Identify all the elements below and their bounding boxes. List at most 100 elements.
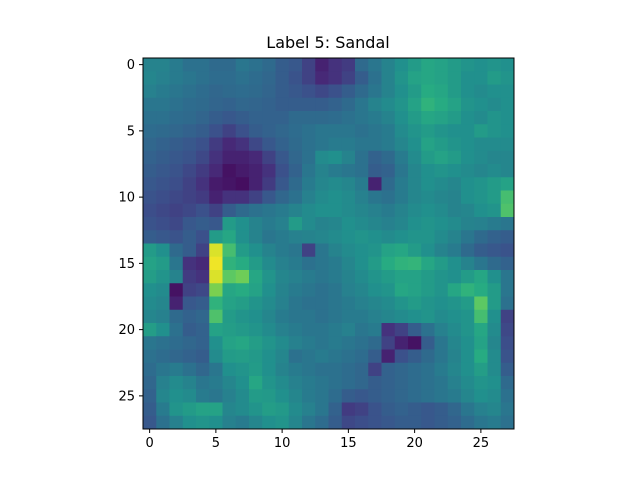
heatmap-cell [368, 203, 382, 218]
heatmap-cell [249, 217, 263, 231]
heatmap-cell [434, 230, 449, 244]
heatmap-cell [355, 190, 369, 205]
heatmap-cell [474, 203, 488, 218]
heatmap-cell [249, 111, 263, 125]
heatmap-cell [315, 111, 329, 125]
heatmap-cell [355, 415, 369, 430]
heatmap-cell [196, 164, 210, 178]
heatmap-cell [328, 203, 343, 218]
heatmap-cell [235, 137, 250, 152]
heatmap-cell [368, 137, 382, 152]
heatmap-cell [288, 256, 303, 271]
heatmap-cell [315, 283, 329, 297]
heatmap-cell [196, 376, 210, 390]
heatmap-cell [196, 243, 210, 258]
heatmap-cell [315, 164, 329, 178]
heatmap-cell [315, 58, 329, 72]
heatmap-cell [249, 256, 263, 271]
heatmap-cell [341, 203, 356, 218]
heatmap-cell [447, 190, 462, 205]
heatmap-cell [434, 97, 449, 112]
heatmap-cell [209, 177, 223, 191]
heatmap-cell [235, 296, 250, 311]
heatmap-cell [341, 84, 356, 99]
heatmap-cell [302, 230, 316, 244]
heatmap-cell [209, 97, 223, 112]
heatmap-cell [209, 203, 223, 218]
heatmap-cell [447, 217, 462, 231]
heatmap-cell [487, 190, 502, 205]
heatmap-cell [182, 336, 197, 350]
heatmap-cell [434, 283, 449, 297]
heatmap-cell [434, 415, 449, 430]
heatmap-cell [222, 230, 237, 244]
heatmap-cell [421, 164, 435, 178]
heatmap-cell [209, 270, 223, 284]
heatmap-cell [500, 402, 515, 417]
heatmap-cell [182, 323, 197, 337]
heatmap-cell [421, 283, 435, 297]
heatmap-cell [275, 376, 290, 390]
heatmap-cell [288, 203, 303, 218]
heatmap-cell [315, 243, 329, 258]
heatmap-cell [262, 84, 276, 99]
heatmap-cell [315, 124, 329, 138]
heatmap-cell [341, 177, 356, 191]
heatmap-cell [209, 389, 223, 403]
heatmap-cell [169, 349, 184, 364]
heatmap-cell [249, 97, 263, 112]
heatmap-cell [222, 71, 237, 85]
heatmap-cell [408, 203, 422, 218]
heatmap-cell [341, 230, 356, 244]
heatmap-cell [328, 137, 343, 152]
heatmap-cell [461, 150, 475, 165]
heatmap-cell [222, 283, 237, 297]
heatmap-cell [288, 309, 303, 324]
heatmap-cell [461, 217, 475, 231]
heatmap-cell [394, 97, 409, 112]
heatmap-cell [474, 243, 488, 258]
heatmap-cell [275, 150, 290, 165]
heatmap-cell [461, 71, 475, 85]
heatmap-cell [222, 111, 237, 125]
heatmap-cell [169, 336, 184, 350]
heatmap-cell [143, 336, 157, 350]
heatmap-cell [394, 243, 409, 258]
heatmap-cell [408, 137, 422, 152]
heatmap-cell [474, 270, 488, 284]
heatmap-cell [474, 190, 488, 205]
heatmap-cell [421, 190, 435, 205]
heatmap-cell [182, 164, 197, 178]
y-tick-label: 20 [118, 323, 135, 338]
heatmap-cell [275, 415, 290, 430]
heatmap-cell [461, 376, 475, 390]
heatmap-cell [474, 336, 488, 350]
heatmap-cell [328, 230, 343, 244]
heatmap-cell [288, 336, 303, 350]
heatmap-cell [302, 389, 316, 403]
heatmap-cell [249, 177, 263, 191]
heatmap-cell [381, 177, 396, 191]
heatmap-cell [302, 164, 316, 178]
heatmap-cell [461, 58, 475, 72]
heatmap-cell [341, 309, 356, 324]
heatmap-cell [182, 124, 197, 138]
heatmap-cell [156, 349, 170, 364]
heatmap-cell [235, 150, 250, 165]
heatmap-cell [156, 190, 170, 205]
heatmap-cell [182, 190, 197, 205]
heatmap-cell [262, 230, 276, 244]
heatmap-cell [275, 243, 290, 258]
heatmap-cell [474, 217, 488, 231]
heatmap-cell [209, 323, 223, 337]
heatmap-cell [394, 190, 409, 205]
heatmap-cell [434, 336, 449, 350]
heatmap-cell [169, 402, 184, 417]
y-tick-label: 0 [127, 58, 135, 73]
heatmap-cell [262, 111, 276, 125]
heatmap-cell [328, 296, 343, 311]
heatmap-cell [394, 164, 409, 178]
heatmap-cell [355, 58, 369, 72]
chart-title: Label 5: Sandal [266, 33, 389, 52]
heatmap-cell [408, 402, 422, 417]
